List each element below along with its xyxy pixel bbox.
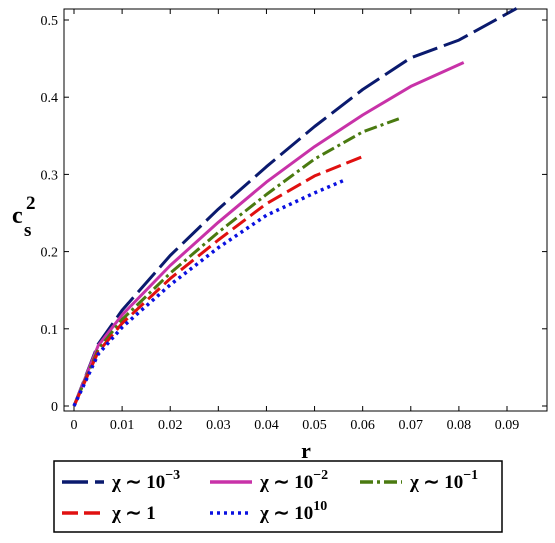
legend-label-4: χ ∼ 1010: [259, 499, 327, 524]
x-tick-label: 0: [71, 418, 78, 433]
axes-layer: 0 0.01 0.02 0.03 0.04 0.05 0.06 0.07 0.08 0.09 0 0.…: [41, 9, 547, 433]
y-tick-label: 0.1: [41, 323, 59, 338]
y-tick-label: 0.2: [41, 246, 59, 261]
x-tick-label: 0.03: [206, 418, 231, 433]
y-axis-title-base: c: [12, 203, 23, 229]
legend-label-0: χ ∼ 10−3: [111, 468, 180, 493]
y-axis-title: c 2 s: [12, 193, 36, 241]
y-tick-label: 0.5: [41, 14, 59, 29]
x-tick-label: 0.06: [350, 418, 375, 433]
x-axis-title: r: [301, 438, 311, 463]
x-tick-label: 0.01: [110, 418, 135, 433]
x-tick-label: 0.08: [447, 418, 472, 433]
legend: χ ∼ 10−3 χ ∼ 10−2 χ ∼ 10−1 χ ∼ 1 χ ∼ 1010: [62, 468, 478, 524]
series-line-0: [72, 7, 518, 407]
x-tick-label: 0.07: [399, 418, 424, 433]
x-tick-label: 0.09: [495, 418, 520, 433]
y-tick-label: 0.4: [41, 91, 59, 106]
legend-box: [53, 460, 503, 533]
legend-label-3: χ ∼ 1: [111, 503, 156, 524]
y-tick-label: 0: [51, 400, 58, 415]
plot-frame: [63, 8, 548, 412]
y-axis-title-sub: s: [24, 220, 31, 241]
series-line-3: [72, 155, 364, 407]
legend-label-2: χ ∼ 10−1: [409, 468, 478, 493]
series-line-2: [72, 117, 400, 407]
series-layer: [72, 7, 518, 407]
series-line-4: [72, 178, 345, 407]
x-tick-label: 0.05: [302, 418, 327, 433]
y-axis-title-sup: 2: [26, 193, 36, 214]
legend-label-1: χ ∼ 10−2: [259, 468, 328, 493]
y-tick-label: 0.3: [41, 168, 59, 183]
series-line-1: [72, 61, 465, 407]
x-tick-label: 0.02: [158, 418, 183, 433]
x-tick-label: 0.04: [254, 418, 279, 433]
